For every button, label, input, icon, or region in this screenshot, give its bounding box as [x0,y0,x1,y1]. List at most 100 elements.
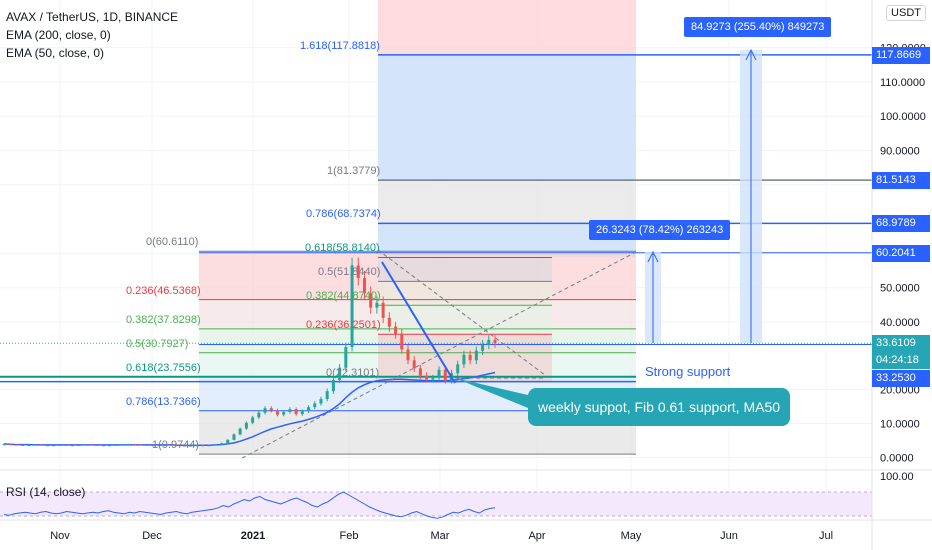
candle-1 [8,444,12,446]
candle-31 [195,445,199,447]
strong-support-label[interactable]: Strong support [645,364,731,379]
price-tag-2[interactable]: 68.9789 [872,214,930,232]
candle-77 [481,344,485,351]
candle-58 [362,278,366,294]
price-tag-5[interactable]: 04:24:18 [872,352,930,370]
candle-79 [493,339,497,344]
price-tick-2: 100.0000 [880,111,926,123]
candle-52 [325,391,329,400]
candle-7 [46,445,50,447]
time-tick-0: Nov [50,530,70,542]
fib-right-zone-2 [378,305,552,335]
symbol-title[interactable]: AVAX / TetherUS, 1D, BINANCE [6,10,179,24]
candle-46 [288,409,292,412]
price-tick-6: 50.0000 [880,283,920,295]
fib-right-label-0[interactable]: 1.618(117.8818) [300,39,380,52]
time-tick-6: May [621,530,642,542]
rsi-line [3,491,496,519]
fib-right-label-4[interactable]: 0.5(51.8440) [318,266,381,279]
price-tag-3[interactable]: 60.2041 [872,244,930,262]
candle-54 [338,367,342,380]
candle-48 [300,411,304,414]
candle-43 [269,408,273,411]
price-tick-7: 40.0000 [880,317,920,329]
ema50-legend[interactable]: EMA (50, close, 0) [6,46,105,60]
candle-4 [27,444,31,446]
candle-38 [238,428,242,435]
price-tag-0[interactable]: 117.8669 [872,46,930,64]
candle-33 [207,445,211,447]
candle-53 [331,379,335,392]
fib-left-label-1[interactable]: 0.236(46.5368) [126,284,201,297]
fib-right-label-3[interactable]: 0.618(58.8140) [305,242,380,255]
rsi-pane [0,469,932,519]
candle-23 [145,444,149,446]
candle-74 [462,354,466,365]
fib-right-label-1[interactable]: 1(81.3779) [327,165,381,178]
time-tick-4: Mar [431,530,450,542]
candle-68 [425,375,429,380]
fib-right-label-2[interactable]: 0.786(68.7374) [306,208,381,221]
fib-left-label-4[interactable]: 0.618(23.7556) [126,361,201,374]
candle-21 [133,444,137,446]
currency-button[interactable]: USDT [886,5,926,21]
fib-zone-1 [378,180,636,224]
fib-zone-1618 [378,54,636,181]
annotation-note[interactable]: weekly suppot, Fib 0.61 support, MA50 [528,388,791,426]
candle-35 [220,443,224,445]
candle-49 [307,407,311,412]
measure-arrowhead-small [647,250,659,263]
price-tag-6[interactable]: 33.2530 [872,370,930,388]
candle-32 [201,445,205,447]
price-tag-4[interactable]: 33.6109 [872,335,930,353]
time-tick-5: Apr [528,530,545,542]
fib-left-label-0[interactable]: 0(60.6110) [146,236,199,249]
candle-30 [188,445,192,447]
rsi-scale-top: 100.00 [880,471,914,483]
candle-45 [282,411,286,415]
time-tick-2: 2021 [241,530,265,542]
candle-64 [400,333,404,350]
fib-left-label-6[interactable]: 1(0.9744) [152,439,200,452]
note-pointer [455,378,528,408]
candles [2,257,497,447]
candle-5 [33,444,37,446]
rsi-label[interactable]: RSI (14, close) [6,485,86,499]
candle-24 [151,445,155,447]
candle-39 [244,422,248,429]
fib-right-zone-1 [378,281,552,306]
fib-left-label-3[interactable]: 0.5(30.7927) [126,337,189,350]
candle-16 [101,445,105,447]
candle-70 [437,369,441,378]
candle-28 [176,445,180,447]
candle-18 [114,444,118,446]
candle-27 [170,444,174,446]
fib-left-label-2[interactable]: 0.382(37.8298) [126,313,201,326]
candle-67 [418,368,422,376]
candle-73 [456,364,460,374]
price-tick-1: 110.0000 [880,77,925,89]
fib-right-label-7[interactable]: 0(22.3101) [326,366,380,379]
candle-15 [95,444,99,446]
candle-71 [443,369,447,381]
candle-19 [120,444,124,446]
fib-right-label-6[interactable]: 0.236(36.2501) [306,319,381,332]
fib-right-label-5[interactable]: 0.382(44.8740) [306,290,381,303]
price-tick-10: 0.0000 [880,453,914,465]
ema200-legend[interactable]: EMA (200, close, 0) [6,28,111,42]
fib-left-label-5[interactable]: 0.786(13.7366) [126,395,201,408]
fib-right-zone-0 [378,257,552,282]
time-tick-8: Jul [819,530,833,542]
measure-callout-large[interactable]: 84.9273 (255.40%) 849273 [684,17,832,37]
price-tag-1[interactable]: 81.5143 [872,171,930,189]
candle-47 [294,409,298,414]
measure-arrowhead-large [745,48,757,61]
time-tick-7: Jun [720,530,738,542]
measure-callout-small[interactable]: 26.3243 (78.42%) 263243 [589,220,731,240]
candle-26 [164,444,168,446]
candle-0 [2,444,6,446]
downtrend-line [381,261,456,384]
candle-36 [226,439,230,444]
candle-17 [108,445,112,447]
